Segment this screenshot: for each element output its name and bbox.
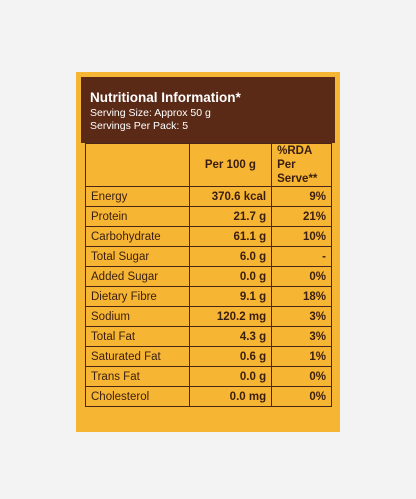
- table-header-row: Per 100 g %RDA Per Serve**: [85, 143, 332, 187]
- nutrient-rda: 0%: [271, 366, 332, 387]
- nutrient-value: 0.0 g: [188, 366, 273, 387]
- nutrient-rda: 1%: [271, 346, 332, 367]
- table-row: Protein 21.7 g 21%: [85, 206, 332, 227]
- nutrient-rda: 0%: [271, 386, 332, 407]
- nutrient-name: Trans Fat: [85, 366, 190, 387]
- table-row: Dietary Fibre 9.1 g 18%: [85, 286, 332, 307]
- nutrient-name: Cholesterol: [85, 386, 190, 407]
- nutrient-value: 21.7 g: [188, 206, 273, 227]
- header-rda-per-serve: %RDA Per Serve**: [271, 143, 332, 187]
- header-per-100g: Per 100 g: [188, 143, 273, 187]
- header-blank-cell: [85, 143, 190, 187]
- nutrient-value: 0.0 mg: [188, 386, 273, 407]
- table-row: Total Fat 4.3 g 3%: [85, 326, 332, 347]
- nutrient-name: Protein: [85, 206, 190, 227]
- nutrient-rda: 3%: [271, 306, 332, 327]
- nutrition-header: Nutritional Information* Serving Size: A…: [81, 77, 335, 143]
- table-row: Cholesterol 0.0 mg 0%: [85, 386, 332, 407]
- nutrient-value: 370.6 kcal: [188, 186, 273, 207]
- table-row: Saturated Fat 0.6 g 1%: [85, 346, 332, 367]
- nutrient-rda: 18%: [271, 286, 332, 307]
- table-row: Trans Fat 0.0 g 0%: [85, 366, 332, 387]
- table-row: Carbohydrate 61.1 g 10%: [85, 226, 332, 247]
- nutrient-name: Saturated Fat: [85, 346, 190, 367]
- table-row: Total Sugar 6.0 g -: [85, 246, 332, 267]
- nutrient-value: 0.0 g: [188, 266, 273, 287]
- nutrient-rda: 3%: [271, 326, 332, 347]
- nutrient-rda: 9%: [271, 186, 332, 207]
- nutrient-rda: -: [271, 246, 332, 267]
- nutrient-name: Total Sugar: [85, 246, 190, 267]
- nutrient-value: 120.2 mg: [188, 306, 273, 327]
- servings-per-pack: Servings Per Pack: 5: [90, 120, 189, 132]
- nutrient-name: Sodium: [85, 306, 190, 327]
- table-row: Energy 370.6 kcal 9%: [85, 186, 332, 207]
- nutrient-name: Total Fat: [85, 326, 190, 347]
- nutrient-rda: 21%: [271, 206, 332, 227]
- nutrient-value: 4.3 g: [188, 326, 273, 347]
- nutrient-value: 61.1 g: [188, 226, 273, 247]
- nutrient-value: 6.0 g: [188, 246, 273, 267]
- nutrient-name: Added Sugar: [85, 266, 190, 287]
- nutrient-name: Energy: [85, 186, 190, 207]
- nutrient-rda: 10%: [271, 226, 332, 247]
- nutrition-label: Nutritional Information* Serving Size: A…: [76, 72, 340, 432]
- table-row: Sodium 120.2 mg 3%: [85, 306, 332, 327]
- nutrient-name: Dietary Fibre: [85, 286, 190, 307]
- nutrient-name: Carbohydrate: [85, 226, 190, 247]
- nutrient-value: 9.1 g: [188, 286, 273, 307]
- nutrition-title: Nutritional Information*: [90, 90, 241, 105]
- nutrition-table: Per 100 g %RDA Per Serve** Energy 370.6 …: [85, 143, 332, 407]
- serving-size: Serving Size: Approx 50 g: [90, 107, 211, 119]
- nutrient-value: 0.6 g: [188, 346, 273, 367]
- table-row: Added Sugar 0.0 g 0%: [85, 266, 332, 287]
- nutrient-rda: 0%: [271, 266, 332, 287]
